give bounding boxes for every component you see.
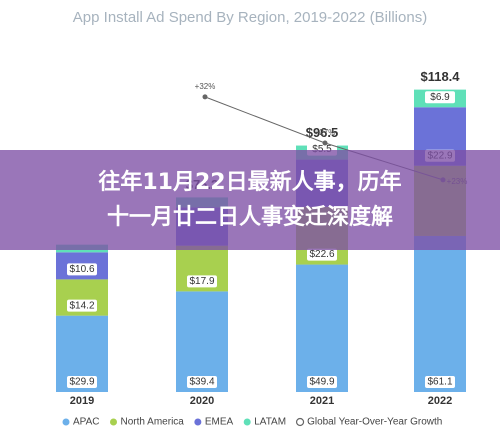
legend-swatch — [110, 418, 117, 426]
segment-label: $17.9 — [189, 276, 214, 287]
x-tick-label: 2020 — [190, 395, 214, 407]
legend-label: LATAM — [254, 417, 286, 428]
segment-label: $22.6 — [309, 249, 334, 260]
segment-label: $39.4 — [189, 377, 214, 388]
label-box — [425, 91, 455, 104]
bar-segment — [176, 291, 228, 392]
bar-segment — [414, 235, 466, 392]
banner — [0, 150, 500, 250]
legend-swatch — [62, 418, 70, 426]
total-label: $96.5 — [306, 125, 339, 140]
label-box — [67, 263, 97, 276]
growth-label: +32% — [195, 82, 216, 91]
label-box — [67, 376, 97, 388]
growth-point — [322, 140, 328, 146]
banner-line: 十一月廿二日人事变迁深度解 — [107, 204, 393, 230]
legend-label: APAC — [73, 417, 100, 428]
label-box — [425, 376, 455, 388]
legend-label: Global Year-Over-Year Growth — [307, 417, 442, 428]
label-box — [187, 376, 217, 388]
legend-swatch — [243, 418, 251, 426]
legend-label: EMEA — [205, 417, 234, 428]
label-box — [67, 299, 97, 312]
bar-segment — [296, 264, 348, 392]
segment-label: $10.6 — [69, 264, 94, 275]
segment-label: $14.2 — [69, 300, 94, 311]
total-label: $118.4 — [420, 69, 460, 84]
legend-swatch — [295, 417, 305, 427]
x-tick-label: 2021 — [310, 395, 334, 407]
segment-label: $61.1 — [427, 377, 452, 388]
segment-label: $5.5 — [312, 144, 332, 155]
legend-label: North America — [121, 417, 185, 428]
label-box — [307, 376, 337, 388]
banner-line: 往年11月22日最新人事，历年 — [98, 169, 401, 195]
segment-label: $29.9 — [69, 377, 94, 388]
growth-label: +27% — [315, 128, 336, 137]
label-box — [187, 275, 217, 288]
chart-title: App Install Ad Spend By Region, 2019-202… — [73, 9, 427, 26]
legend-swatch — [194, 418, 202, 426]
x-tick-label: 2022 — [428, 395, 452, 407]
x-tick-label: 2019 — [70, 395, 94, 407]
segment-label: $6.9 — [430, 92, 450, 103]
growth-point — [202, 94, 208, 100]
label-box — [307, 248, 337, 261]
segment-label: $49.9 — [309, 377, 334, 388]
